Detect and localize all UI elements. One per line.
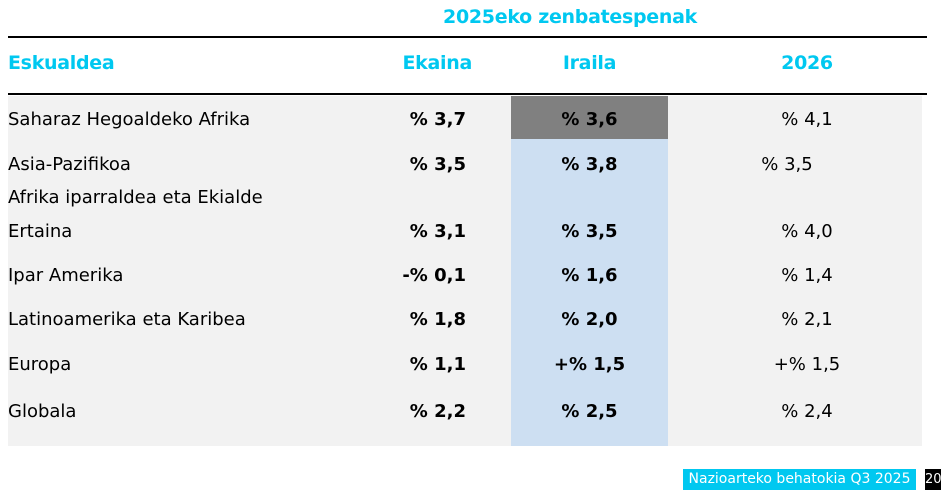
y2026-cell: % 3,5 bbox=[761, 154, 813, 175]
column-header-ekaina: Ekaina bbox=[402, 52, 473, 74]
column-header-iraila: Iraila bbox=[562, 52, 617, 74]
region-cell: Afrika iparraldea eta Ekialde bbox=[8, 187, 263, 208]
iraila-cell: % 1,6 bbox=[561, 265, 618, 286]
iraila-cell: % 2,0 bbox=[561, 309, 618, 330]
ekaina-cell: % 3,5 bbox=[409, 154, 466, 175]
y2026-cell: +% 1,5 bbox=[773, 354, 841, 375]
iraila-cell: % 3,8 bbox=[561, 154, 618, 175]
region-cell: Latinoamerika eta Karibea bbox=[8, 309, 246, 330]
region-cell: Europa bbox=[8, 354, 72, 375]
page-number: 20 bbox=[925, 469, 941, 490]
y2026-cell: % 4,0 bbox=[781, 221, 833, 242]
top-rule bbox=[8, 36, 927, 38]
group-title: 2025eko zenbatespenak bbox=[443, 6, 697, 28]
region-cell: Globala bbox=[8, 401, 77, 422]
ekaina-cell: % 2,2 bbox=[409, 401, 466, 422]
region-cell: Saharaz Hegoaldeko Afrika bbox=[8, 109, 251, 130]
column-header-2026: 2026 bbox=[781, 52, 833, 74]
y2026-cell: % 2,1 bbox=[781, 309, 833, 330]
column-header-region: Eskualdea bbox=[8, 52, 115, 74]
iraila-cell: % 3,5 bbox=[561, 221, 618, 242]
y2026-cell: % 4,1 bbox=[781, 109, 833, 130]
footer-label: Nazioarteko behatokia Q3 2025 bbox=[683, 469, 916, 490]
y2026-cell: % 2,4 bbox=[781, 401, 833, 422]
iraila-column-highlight bbox=[511, 96, 668, 446]
y2026-cell: % 1,4 bbox=[781, 265, 833, 286]
ekaina-cell: % 3,1 bbox=[409, 221, 466, 242]
ekaina-cell: % 1,8 bbox=[409, 309, 466, 330]
highlighted-cell bbox=[511, 96, 668, 139]
iraila-cell: % 2,5 bbox=[561, 401, 618, 422]
ekaina-cell: -% 0,1 bbox=[402, 265, 466, 286]
iraila-cell: % 3,6 bbox=[561, 109, 618, 130]
ekaina-cell: % 3,7 bbox=[409, 109, 466, 130]
header-rule bbox=[8, 93, 927, 95]
table-background bbox=[8, 96, 922, 446]
region-cell: Asia-Pazifikoa bbox=[8, 154, 131, 175]
region-cell-line2: Ertaina bbox=[8, 221, 73, 242]
ekaina-cell: % 1,1 bbox=[409, 354, 466, 375]
region-cell: Ipar Amerika bbox=[8, 265, 124, 286]
iraila-cell: +% 1,5 bbox=[553, 354, 626, 375]
